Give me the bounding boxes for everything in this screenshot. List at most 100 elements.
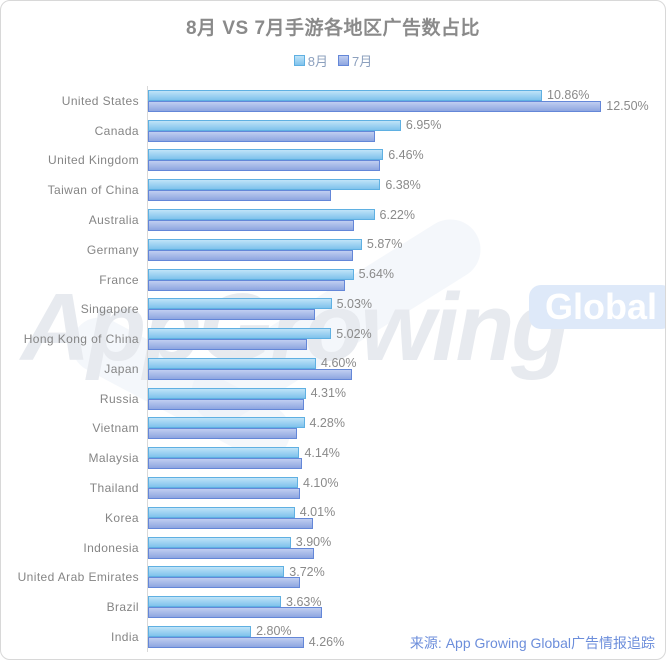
- bar-july: [148, 488, 301, 500]
- chart-legend: 8月 7月: [1, 51, 665, 70]
- chart-row: Taiwan of China 6.38%: [1, 175, 665, 206]
- bar-line: 3.90%: [148, 535, 665, 549]
- bar-pair: 3.90%: [147, 532, 665, 563]
- category-label: Germany: [86, 242, 139, 257]
- value-label: 4.26%: [308, 635, 345, 650]
- bar-july: [148, 607, 322, 619]
- legend-item-august: 8月: [293, 51, 328, 70]
- chart-row: Germany 5.87%: [1, 234, 665, 265]
- category-label: Brazil: [106, 600, 139, 615]
- bar-line: [148, 339, 665, 351]
- chart-row: Brazil 3.63%: [1, 592, 665, 623]
- category-label: India: [110, 629, 139, 644]
- bar-line: 5.03%: [148, 297, 665, 311]
- bar-line: [148, 517, 665, 529]
- category-label: Singapore: [80, 302, 139, 317]
- bar-line: [148, 428, 665, 440]
- bar-line: 3.72%: [148, 565, 665, 579]
- category-label: United Kingdom: [48, 153, 139, 168]
- bar-line: [148, 547, 665, 559]
- bar-august: [148, 566, 285, 578]
- bar-line: 10.86%: [148, 88, 665, 102]
- chart-row: France 5.64%: [1, 264, 665, 295]
- bar-line: 4.31%: [148, 386, 665, 400]
- bar-july: [148, 636, 304, 648]
- bar-pair: 10.86% 12.50%: [147, 86, 665, 116]
- bar-line: [148, 607, 665, 619]
- category-label: Australia: [88, 213, 139, 228]
- bar-pair: 5.64%: [147, 264, 665, 295]
- value-label: 6.95%: [405, 118, 442, 133]
- chart-row: Japan 4.60%: [1, 354, 665, 384]
- bar-pair: 5.87%: [147, 234, 665, 265]
- chart-row: Australia 6.22%: [1, 205, 665, 235]
- bar-august: [148, 268, 354, 280]
- bar-august: [148, 625, 252, 637]
- bar-july: [148, 547, 314, 559]
- bar-line: 6.46%: [148, 147, 665, 162]
- source-credit: 来源: App Growing Global广告情报追踪: [409, 635, 655, 651]
- value-label: 6.46%: [388, 147, 424, 162]
- value-label: 4.01%: [299, 505, 336, 520]
- bar-pair: 5.02%: [147, 324, 665, 355]
- legend-swatch-august-icon: [293, 55, 305, 66]
- category-label: United Arab Emirates: [17, 570, 139, 585]
- bar-line: [148, 130, 665, 142]
- category-label: Vietnam: [92, 421, 139, 436]
- chart-row: Singapore 5.03%: [1, 294, 665, 325]
- bar-line: 5.87%: [148, 237, 665, 251]
- category-label: Russia: [99, 391, 139, 406]
- bar-pair: 4.14%: [147, 443, 665, 474]
- bar-line: [148, 577, 665, 589]
- category-label: Canada: [94, 123, 139, 138]
- chart-row: Russia 4.31%: [1, 383, 665, 414]
- bar-line: [148, 160, 665, 172]
- chart-row: Indonesia 3.90%: [1, 532, 665, 563]
- bar-pair: 6.46%: [147, 145, 665, 176]
- value-label: 12.50%: [606, 99, 649, 114]
- bar-august: [148, 387, 306, 399]
- bar-pair: 5.03%: [147, 294, 665, 325]
- bar-line: [148, 368, 665, 380]
- bar-july: [148, 517, 313, 529]
- bar-august: [148, 238, 362, 250]
- legend-label-july: 7月: [352, 54, 373, 69]
- category-label: Thailand: [89, 481, 139, 496]
- bar-july: [148, 428, 297, 440]
- chart-row: Korea 4.01%: [1, 502, 665, 533]
- bar-pair: 4.31%: [147, 383, 665, 414]
- bar-pair: 6.38%: [147, 175, 665, 206]
- bar-august: [148, 477, 298, 489]
- category-label: Malaysia: [88, 451, 139, 466]
- bar-august: [148, 328, 332, 340]
- bar-line: 4.14%: [148, 446, 665, 460]
- bar-august: [148, 149, 384, 161]
- bar-august: [148, 506, 295, 518]
- category-label: Indonesia: [83, 540, 139, 555]
- category-label: Hong Kong of China: [23, 332, 139, 347]
- bar-pair: 6.22%: [147, 205, 665, 235]
- category-label: Korea: [104, 510, 139, 525]
- chart-title: 8月 VS 7月手游各地区广告数占比: [185, 18, 481, 39]
- bar-july: [148, 368, 353, 380]
- chart-row: Canada 6.95%: [1, 115, 665, 146]
- bar-line: 6.22%: [148, 208, 665, 222]
- bar-pair: 4.28%: [147, 413, 665, 444]
- bar-pair: 3.72%: [147, 562, 665, 593]
- value-label: 6.38%: [385, 177, 421, 192]
- bar-july: [148, 279, 346, 291]
- chart-row: Vietnam 4.28%: [1, 413, 665, 444]
- bar-july: [148, 220, 355, 232]
- chart-row: Hong Kong of China 5.02%: [1, 324, 665, 355]
- value-label: 2.80%: [256, 624, 292, 639]
- bar-july: [148, 577, 301, 589]
- bar-line: [148, 190, 665, 202]
- bar-line: [148, 458, 665, 470]
- bar-line: 4.10%: [148, 476, 665, 490]
- bar-line: [148, 279, 665, 291]
- bar-chart: United States 10.86% 12.50% Canada 6.95% Unit…: [1, 86, 665, 652]
- bar-august: [148, 179, 381, 191]
- legend-label-august: 8月: [307, 54, 328, 69]
- bar-line: [148, 309, 665, 321]
